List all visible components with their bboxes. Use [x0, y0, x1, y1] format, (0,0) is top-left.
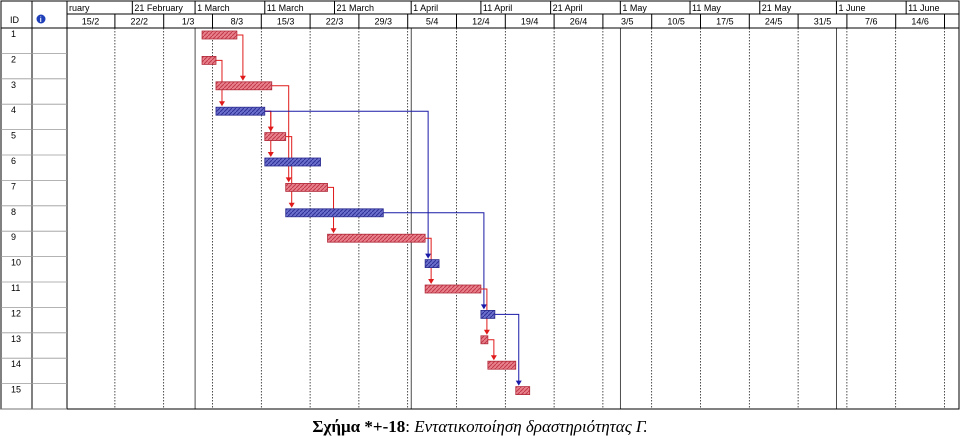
caption-text: Εντατικοποίηση δραστηριότητας Γ.	[414, 417, 648, 436]
critical-task-bar[interactable]	[215, 106, 266, 116]
timeline-grid	[0, 0, 960, 410]
task-id-cell: 14	[11, 359, 21, 369]
period-label: 21 February	[134, 3, 183, 13]
period-label: 1 June	[838, 3, 865, 13]
period-label: 21 March	[337, 3, 375, 13]
week-date-label: 12/4	[472, 17, 490, 27]
dependency-link	[285, 136, 295, 208]
task-bar[interactable]	[424, 284, 482, 294]
caption-label: Σχήμα *+-18	[312, 417, 406, 436]
task-id-cell: 2	[11, 54, 16, 64]
period-label: 11 May	[692, 3, 721, 13]
figure-caption: Σχήμα *+-18: Εντατικοποίηση δραστηριότητ…	[0, 417, 960, 437]
period-label: 21 April	[553, 3, 583, 13]
task-id-cell: 8	[11, 207, 16, 217]
week-date-label: 19/4	[521, 17, 539, 27]
task-id-cell: 13	[11, 334, 21, 344]
task-id-cell: 7	[11, 181, 16, 191]
task-id-cell: 3	[11, 80, 16, 90]
period-label: 1 May	[622, 3, 647, 13]
task-id-cell: 15	[11, 385, 21, 395]
task-bar[interactable]	[480, 335, 489, 345]
week-date-label: 22/2	[131, 17, 149, 27]
dependency-link	[236, 34, 246, 81]
task-id-cell: 10	[11, 258, 21, 268]
task-id-cell: 5	[11, 131, 16, 141]
dependency-link	[487, 339, 497, 361]
week-date-label: 5/4	[426, 17, 439, 27]
week-date-label: 14/6	[911, 17, 929, 27]
caption-separator: :	[405, 417, 415, 436]
task-bar[interactable]	[515, 386, 531, 396]
critical-task-bar[interactable]	[424, 259, 440, 269]
gantt-chart: ID i ruary 21 February 1 March 11 March 21 Mar…	[0, 0, 960, 410]
week-date-label: 26/4	[570, 17, 588, 27]
week-date-label: 15/3	[277, 17, 295, 27]
task-id-cell: 9	[11, 232, 16, 242]
week-date-label: 22/3	[326, 17, 344, 27]
period-label: 21 May	[762, 3, 792, 13]
week-date-label: 15/2	[82, 17, 100, 27]
week-date-label: 8/3	[231, 17, 244, 27]
dependency-link	[271, 85, 292, 183]
critical-link	[383, 212, 487, 310]
period-label: ruary	[69, 3, 90, 13]
task-bar[interactable]	[215, 81, 273, 91]
week-date-label: 29/3	[375, 17, 393, 27]
task-id-cell: 12	[11, 308, 21, 318]
dependency-link	[264, 110, 274, 132]
week-date-label: 10/5	[667, 17, 685, 27]
critical-task-bar[interactable]	[480, 309, 496, 319]
task-bar[interactable]	[201, 56, 217, 65]
week-date-label: 1/3	[182, 17, 195, 27]
svg-text:i: i	[40, 17, 42, 24]
week-date-label: 31/5	[814, 17, 832, 27]
week-date-label: 17/5	[716, 17, 734, 27]
week-date-label: 3/5	[621, 17, 634, 27]
period-label: 11 June	[908, 3, 939, 13]
critical-link	[494, 313, 522, 386]
task-bar[interactable]	[201, 30, 238, 40]
task-bars	[201, 30, 531, 396]
week-date-label: 7/6	[865, 17, 878, 27]
timeline-header: ID i ruary 21 February 1 March 11 March 21 Mar…	[10, 3, 940, 27]
task-id-cell: 6	[11, 156, 16, 166]
task-id-cell: 11	[11, 283, 20, 293]
task-id-cell: 1	[11, 29, 16, 39]
task-id-cell: 4	[11, 105, 16, 115]
info-icon: i	[36, 14, 46, 24]
critical-task-bar[interactable]	[285, 208, 384, 218]
period-label: 1 March	[197, 3, 230, 13]
critical-link	[264, 110, 432, 259]
task-bar[interactable]	[487, 360, 517, 370]
week-date-label: 24/5	[765, 17, 783, 27]
period-label: 11 April	[483, 3, 512, 13]
task-bar[interactable]	[327, 233, 426, 243]
period-label: 1 April	[413, 3, 438, 13]
id-column-header: ID	[10, 15, 20, 25]
critical-task-bar[interactable]	[264, 157, 321, 167]
task-bar[interactable]	[264, 132, 287, 142]
period-label: 11 March	[267, 3, 304, 13]
task-bar[interactable]	[285, 182, 328, 192]
